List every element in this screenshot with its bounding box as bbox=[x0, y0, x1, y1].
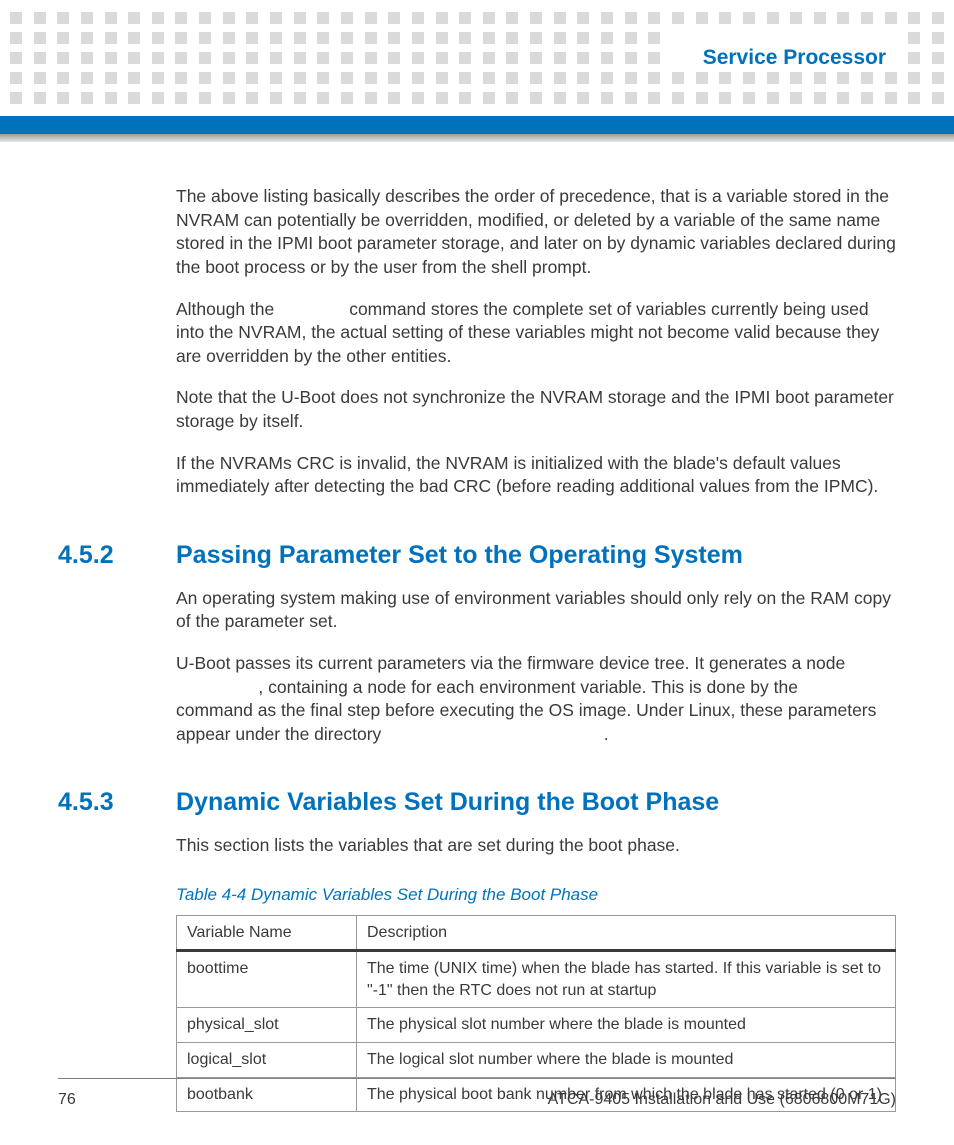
body-paragraph: Note that the U-Boot does not synchroniz… bbox=[176, 386, 896, 433]
section-title-text: Passing Parameter Set to the Operating S… bbox=[176, 541, 743, 569]
section-title-text: Dynamic Variables Set During the Boot Ph… bbox=[176, 788, 719, 816]
section-heading: 4.5.2 Passing Parameter Set to the Opera… bbox=[176, 539, 896, 573]
text-run: , containing a node for each environment… bbox=[258, 677, 802, 697]
body-paragraph: An operating system making use of enviro… bbox=[176, 587, 896, 634]
section-number: 4.5.3 bbox=[58, 786, 114, 820]
body-paragraph: U-Boot passes its current parameters via… bbox=[176, 652, 896, 747]
table-header-row: Variable Name Description bbox=[177, 915, 896, 951]
table-row: logical_slotThe logical slot number wher… bbox=[177, 1043, 896, 1078]
table-header-cell: Description bbox=[357, 915, 896, 951]
table-cell-desc: The logical slot number where the blade … bbox=[357, 1043, 896, 1078]
text-run: . bbox=[604, 724, 609, 744]
body-paragraph: The above listing basically describes th… bbox=[176, 185, 896, 280]
body-paragraph: Although the saveenv command stores the … bbox=[176, 298, 896, 369]
table-cell-varname: physical_slot bbox=[177, 1008, 357, 1043]
table-cell-desc: The physical slot number where the blade… bbox=[357, 1008, 896, 1043]
table-caption: Table 4-4 Dynamic Variables Set During t… bbox=[176, 884, 896, 907]
section-number: 4.5.2 bbox=[58, 539, 114, 573]
table-header-cell: Variable Name bbox=[177, 915, 357, 951]
page-body: The above listing basically describes th… bbox=[176, 185, 896, 1112]
page-number: 76 bbox=[58, 1091, 76, 1109]
table-cell-varname: boottime bbox=[177, 951, 357, 1008]
text-run: Although the bbox=[176, 299, 279, 319]
table-cell-desc: The time (UNIX time) when the blade has … bbox=[357, 951, 896, 1008]
table-row: physical_slotThe physical slot number wh… bbox=[177, 1008, 896, 1043]
table-row: boottimeThe time (UNIX time) when the bl… bbox=[177, 951, 896, 1008]
table-cell-varname: logical_slot bbox=[177, 1043, 357, 1078]
doc-id: ATCA-9405 Installation and Use (6806800M… bbox=[548, 1091, 896, 1109]
page-header-title: Service Processor bbox=[697, 46, 892, 70]
text-run: U-Boot passes its current parameters via… bbox=[176, 653, 845, 673]
body-paragraph: This section lists the variables that ar… bbox=[176, 834, 896, 858]
section-heading: 4.5.3 Dynamic Variables Set During the B… bbox=[176, 786, 896, 820]
header-blue-bar bbox=[0, 116, 954, 134]
text-run: command stores the complete set of varia… bbox=[176, 299, 879, 366]
body-paragraph: If the NVRAMs CRC is invalid, the NVRAM … bbox=[176, 452, 896, 499]
text-run: command as the final step before executi… bbox=[176, 700, 876, 744]
page-footer: 76 ATCA-9405 Installation and Use (68068… bbox=[58, 1078, 896, 1109]
header-shadow-bar bbox=[0, 134, 954, 142]
